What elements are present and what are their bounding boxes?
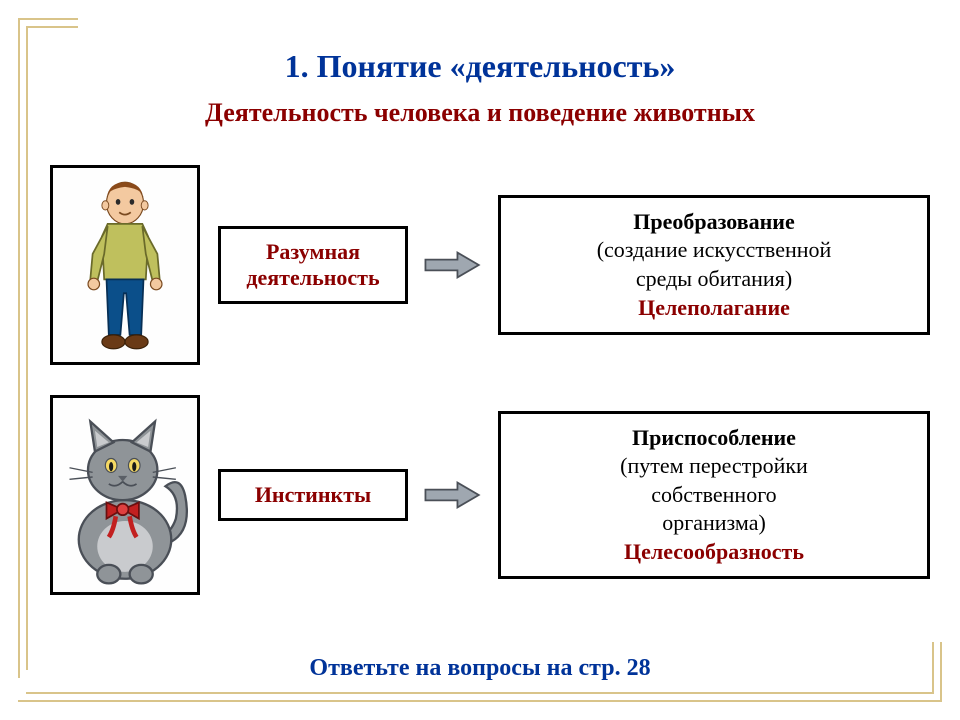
row-human: Разумная деятельность Преобразование (со… (50, 160, 930, 370)
frame-decoration (18, 700, 942, 702)
label-instincts: Инстинкты (218, 469, 408, 521)
result-text: среды обитания) (515, 265, 913, 294)
arrow-icon (414, 479, 492, 511)
footer-instruction: Ответьте на вопросы на стр. 28 (0, 655, 960, 682)
result-animal: Приспособление (путем перестройки собств… (498, 411, 930, 580)
frame-decoration (18, 18, 78, 20)
frame-decoration (26, 26, 78, 28)
frame-decoration (26, 692, 934, 694)
slide-subtitle: Деятельность человека и поведение животн… (0, 98, 960, 128)
slide-title: 1. Понятие «деятельность» (0, 48, 960, 85)
result-keyword: Целесообразность (515, 538, 913, 567)
result-keyword: Целеполагание (515, 294, 913, 323)
label-line: деятельность (233, 265, 393, 291)
result-human: Преобразование (создание искусственной с… (498, 195, 930, 335)
label-line: Инстинкты (233, 482, 393, 508)
result-text: (путем перестройки (515, 452, 913, 481)
label-line: Разумная (233, 239, 393, 265)
cat-icon (55, 403, 195, 588)
human-image-box (50, 165, 200, 365)
row-animal: Инстинкты Приспособление (путем перестро… (50, 390, 930, 600)
result-heading: Преобразование (515, 208, 913, 237)
arrow-icon (414, 249, 492, 281)
label-human-activity: Разумная деятельность (218, 226, 408, 304)
result-heading: Приспособление (515, 424, 913, 453)
human-icon (60, 173, 190, 358)
result-text: (создание искусственной (515, 236, 913, 265)
result-text: собственного (515, 481, 913, 510)
result-text: организма) (515, 509, 913, 538)
cat-image-box (50, 395, 200, 595)
